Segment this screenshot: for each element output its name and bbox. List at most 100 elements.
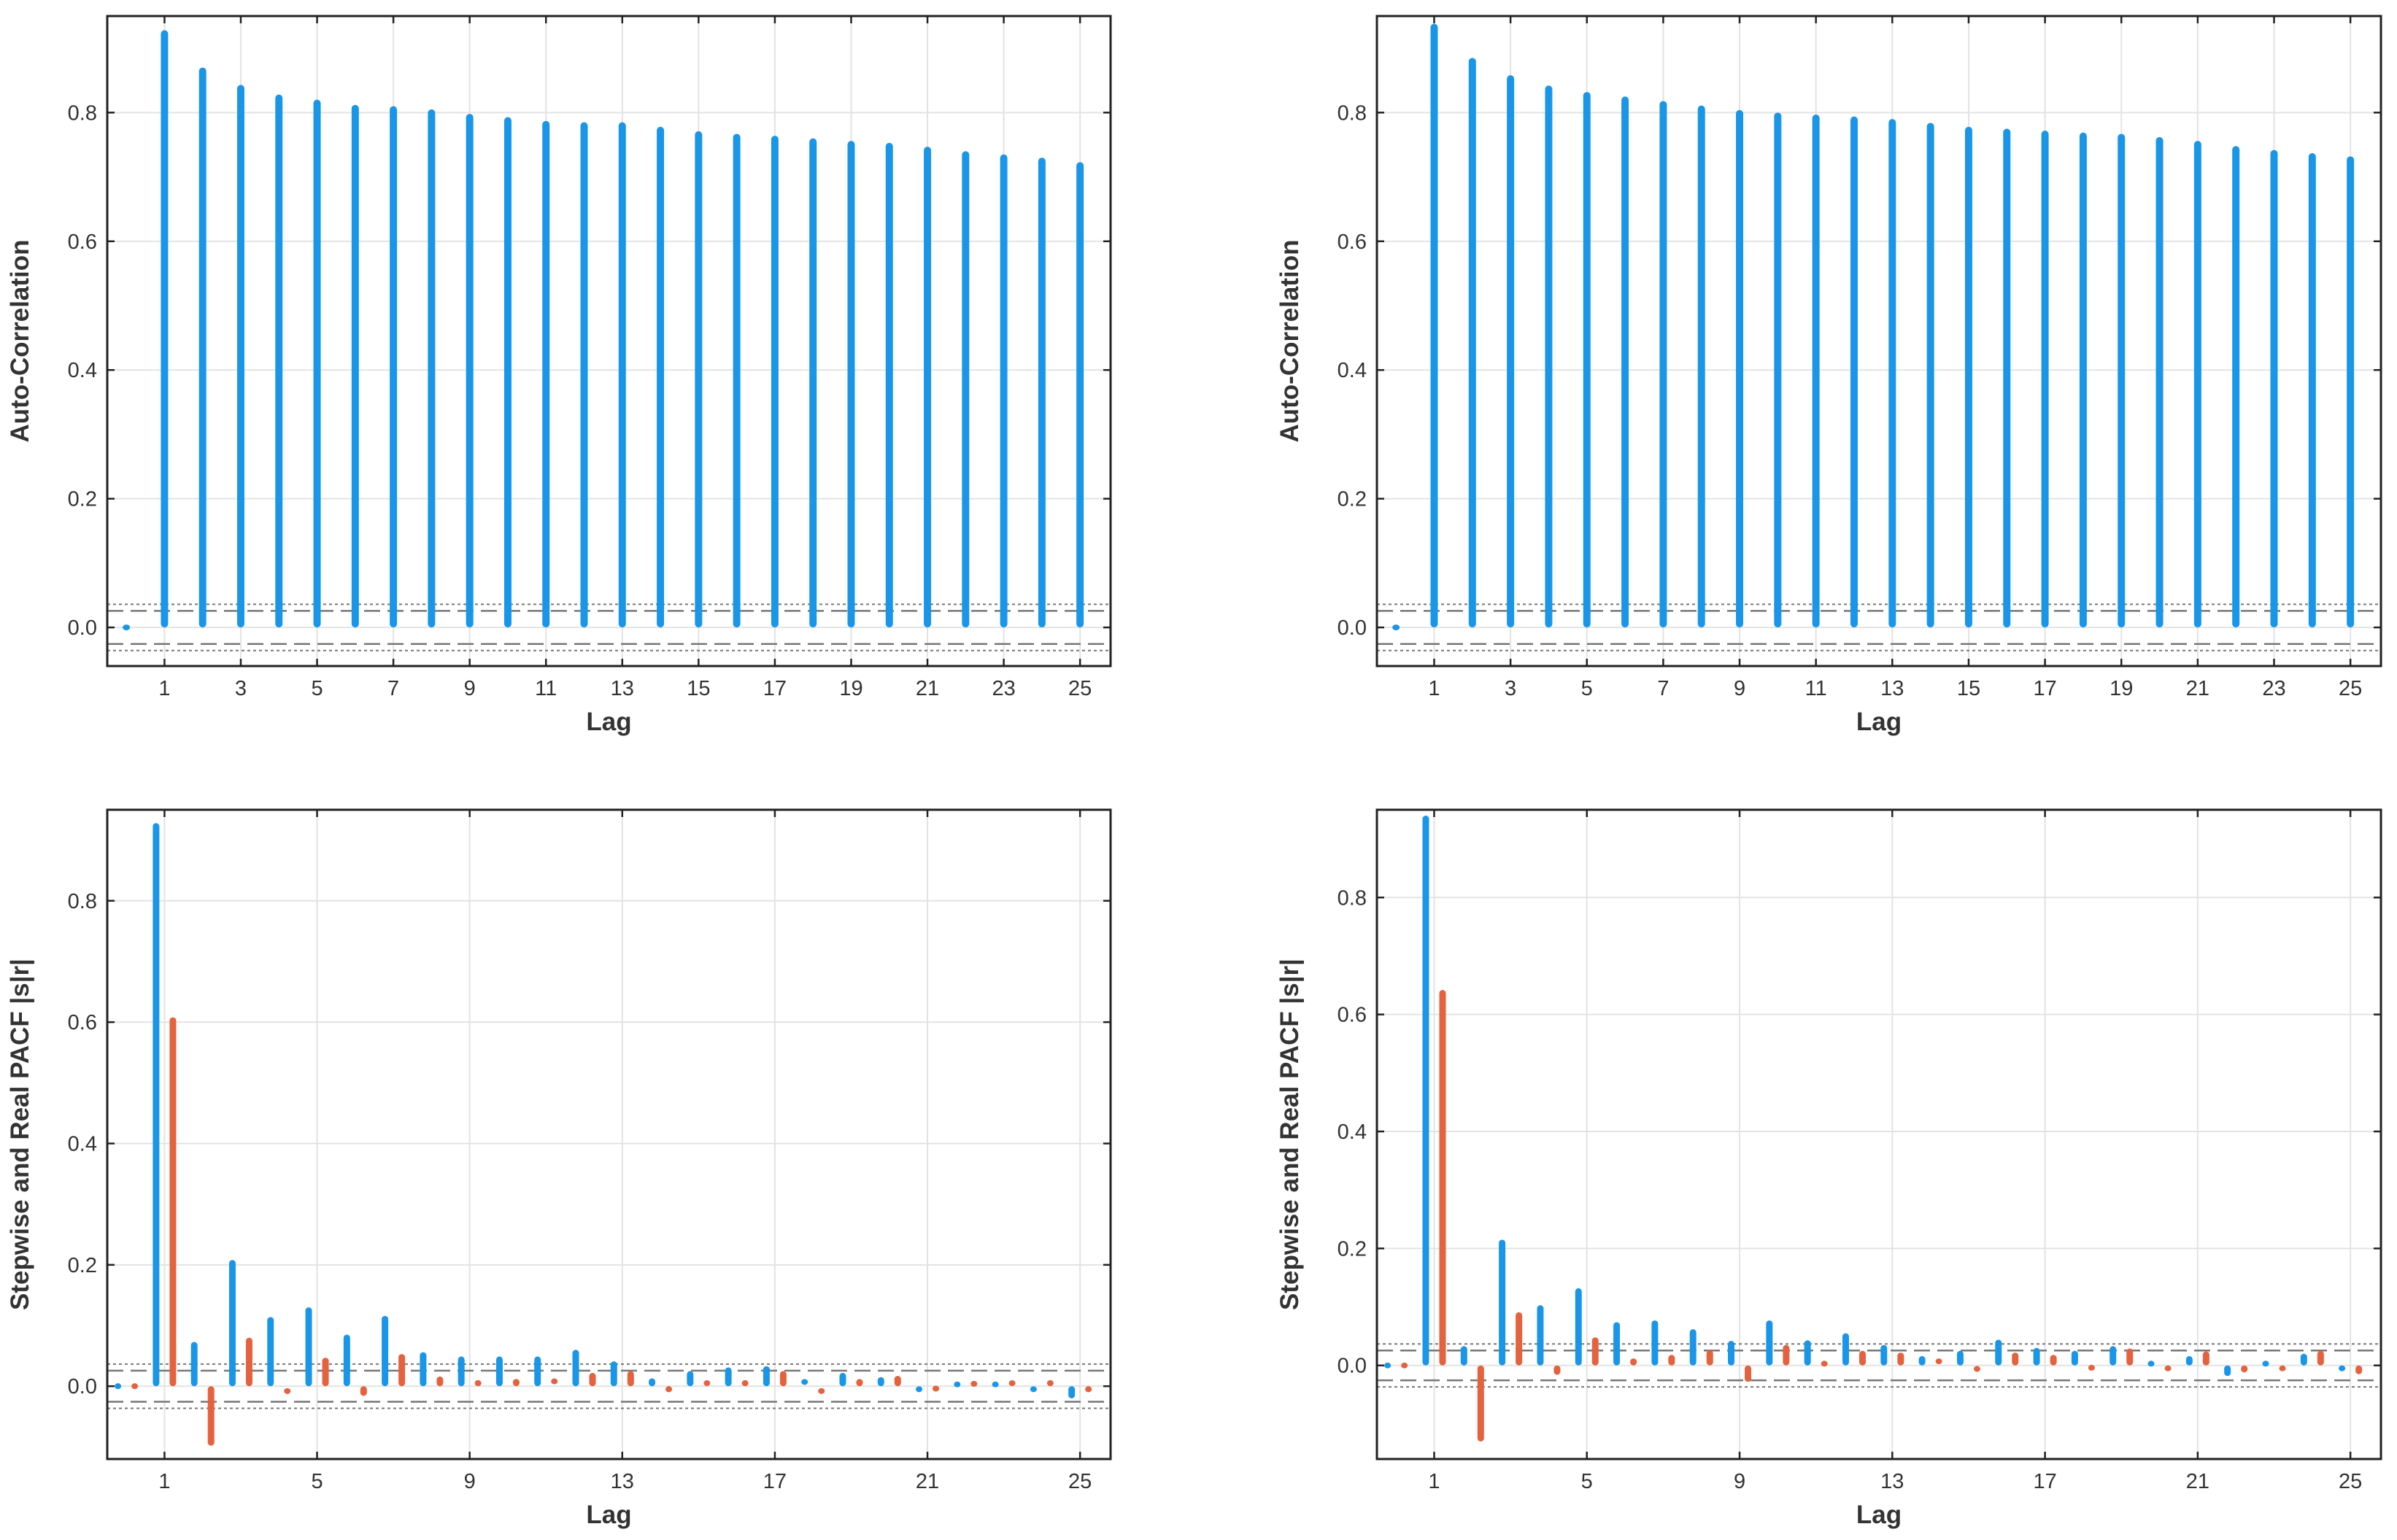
y-tick-label: 0.6	[68, 1011, 97, 1034]
x-tick-label: 5	[311, 1470, 323, 1493]
acf-bar-lag-19	[847, 141, 855, 628]
acf-bar-lag-24	[2308, 152, 2316, 628]
stepwise-pacf-bar-lag-21	[916, 1386, 923, 1393]
real-pacf-bar-lag-20	[2164, 1365, 2172, 1371]
stepwise-pacf-bar-lag-17	[2033, 1347, 2040, 1366]
x-tick-label: 23	[2262, 677, 2285, 700]
x-tick-label: 21	[916, 1470, 939, 1493]
stepwise-pacf-bar-lag-15	[1956, 1350, 1964, 1366]
stepwise-pacf-bar-lag-1	[153, 823, 160, 1387]
x-axis-label: Lag	[586, 708, 631, 736]
x-tick-label: 19	[839, 677, 862, 700]
stepwise-pacf-bar-lag-14	[1918, 1355, 1926, 1366]
acf-bar-lag-15	[695, 131, 703, 628]
acf-bar-lag-18	[809, 138, 817, 628]
real-pacf-bar-lag-5	[1591, 1337, 1599, 1366]
x-tick-label: 23	[992, 677, 1015, 700]
real-pacf-bar-lag-6	[1630, 1358, 1637, 1366]
stepwise-pacf-bar-lag-2	[190, 1342, 198, 1387]
y-tick-label: 0.8	[68, 101, 97, 125]
acf-bar-lag-20	[885, 142, 893, 628]
acf-bar-lag-24	[1038, 158, 1046, 628]
real-pacf-bar-lag-12	[589, 1372, 596, 1387]
real-pacf-bar-lag-21	[933, 1385, 940, 1392]
y-tick-label: 0.2	[1338, 488, 1367, 511]
acf-bar-lag-23	[1000, 154, 1008, 628]
y-axis-label: Auto-Correlation	[1275, 239, 1304, 442]
stepwise-pacf-bar-lag-7	[382, 1315, 389, 1387]
acf-bar-lag-19	[2118, 134, 2126, 628]
x-tick-label: 17	[2033, 1470, 2056, 1493]
x-tick-label: 21	[916, 677, 939, 700]
stepwise-pacf-bar-lag-2	[1460, 1346, 1467, 1366]
acf-bar-lag-5	[1583, 92, 1591, 628]
stepwise-pacf-bar-lag-6	[343, 1334, 350, 1387]
acf-bar-lag-22	[2232, 146, 2240, 628]
real-pacf-bar-lag-25	[2355, 1365, 2363, 1374]
y-tick-label: 0.4	[1338, 1121, 1367, 1144]
real-pacf-bar-lag-0	[1401, 1362, 1408, 1369]
acf-bar-lag-16	[2003, 128, 2011, 628]
real-pacf-bar-lag-8	[1706, 1350, 1713, 1366]
x-tick-label: 5	[1581, 1470, 1593, 1493]
stepwise-pacf-bar-lag-13	[1880, 1344, 1888, 1366]
stepwise-pacf-bar-lag-10	[1766, 1320, 1773, 1366]
x-tick-label: 25	[2339, 677, 2362, 700]
acf-bar-lag-11	[542, 120, 550, 628]
acf-bar-lag-6	[351, 104, 359, 628]
x-axis-label: Lag	[1856, 708, 1902, 736]
x-tick-label: 9	[464, 677, 476, 700]
real-pacf-bar-lag-1	[169, 1017, 177, 1387]
y-tick-label: 0.6	[1338, 1004, 1367, 1027]
x-tick-label: 25	[1068, 677, 1092, 700]
acf-bar-lag-0	[123, 624, 131, 631]
acf-bar-lag-13	[618, 122, 626, 628]
acf-bar-lag-17	[771, 136, 779, 628]
acf-bar-lag-9	[1736, 109, 1744, 628]
acf-bar-lag-7	[1659, 101, 1667, 628]
stepwise-pacf-bar-lag-23	[992, 1381, 999, 1388]
y-tick-label: 0.6	[1338, 231, 1367, 254]
stepwise-pacf-bar-lag-12	[1842, 1333, 1849, 1366]
x-tick-label: 25	[2339, 1470, 2362, 1493]
acf-bar-lag-14	[1926, 123, 1934, 628]
real-pacf-bar-lag-24	[1046, 1380, 1054, 1387]
acf-bar-lag-25	[1076, 162, 1084, 628]
acf-bar-lag-10	[1774, 112, 1782, 628]
acf-bar-lag-23	[2270, 150, 2278, 628]
y-tick-label: 0.0	[1338, 616, 1367, 640]
x-tick-label: 19	[2110, 677, 2133, 700]
real-pacf-bar-lag-12	[1859, 1350, 1867, 1366]
acf-bar-lag-22	[962, 151, 970, 628]
real-pacf-bar-lag-0	[131, 1383, 139, 1390]
x-tick-label: 11	[535, 677, 557, 700]
acf-bar-lag-8	[428, 109, 436, 628]
stepwise-pacf-bar-lag-25	[1068, 1386, 1076, 1398]
acf-bar-lag-11	[1812, 114, 1820, 628]
stepwise-pacf-bar-lag-24	[2300, 1353, 2307, 1366]
stepwise-pacf-bar-lag-12	[572, 1350, 579, 1387]
real-pacf-bar-lag-7	[398, 1354, 406, 1387]
stepwise-pacf-bar-lag-23	[2262, 1361, 2269, 1367]
pacf-panel-bottom-right: 1 5 9 13 17 21 25 0.0 0.2 0.4 0.6 0.8 Lag Stepwise an…	[1275, 808, 2382, 1529]
acf-bar-lag-8	[1697, 105, 1705, 628]
stepwise-pacf-bar-lag-13	[610, 1361, 617, 1387]
real-pacf-bar-lag-10	[512, 1379, 520, 1387]
stepwise-pacf-bar-lag-8	[420, 1352, 427, 1387]
acf-bar-lag-9	[466, 114, 474, 628]
stepwise-pacf-bar-lag-20	[877, 1377, 884, 1387]
y-tick-label: 0.8	[1338, 886, 1367, 910]
y-tick-label: 0.8	[68, 890, 97, 913]
real-pacf-bar-lag-4	[1553, 1365, 1561, 1375]
acf-bar-lag-21	[2193, 141, 2201, 628]
acf-bar-lag-2	[198, 67, 206, 628]
plot-frame	[1375, 15, 2382, 668]
stepwise-pacf-bar-lag-18	[801, 1379, 808, 1385]
x-tick-label: 13	[611, 677, 634, 700]
acf-bar-lag-16	[733, 134, 741, 628]
stepwise-pacf-bar-lag-21	[2185, 1355, 2193, 1366]
stepwise-pacf-bar-lag-4	[267, 1317, 274, 1387]
acf-bar-lag-12	[1850, 116, 1858, 628]
x-tick-label: 1	[158, 677, 170, 700]
real-pacf-bar-lag-10	[1783, 1344, 1790, 1366]
